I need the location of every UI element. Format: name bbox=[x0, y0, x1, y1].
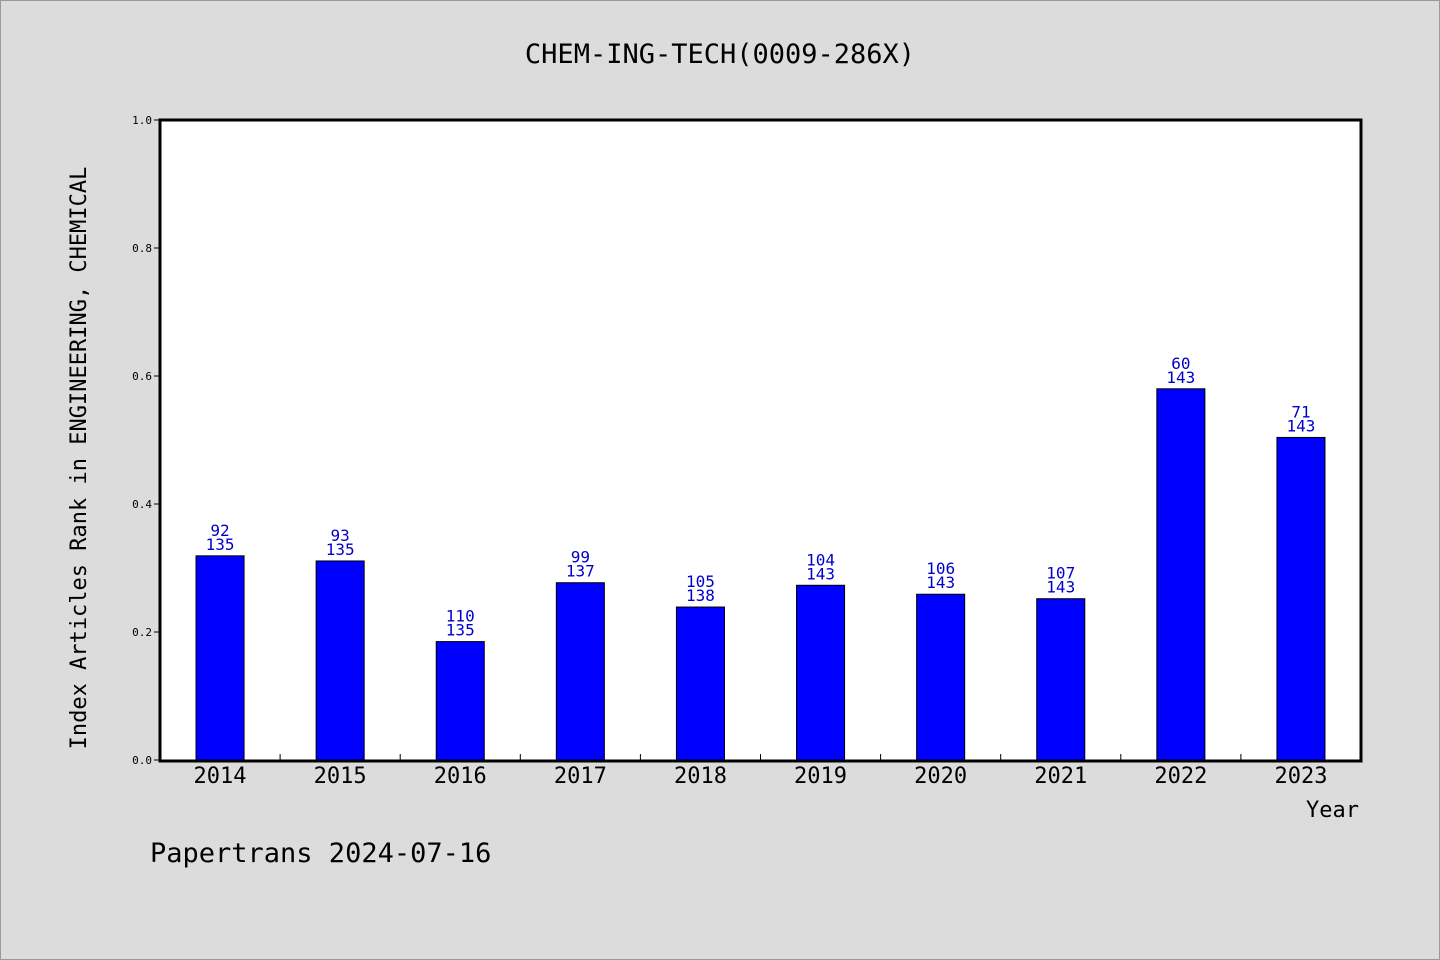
total-label: 143 bbox=[926, 573, 955, 592]
y-axis-label: Index Articles Rank in ENGINEERING, CHEM… bbox=[67, 167, 92, 750]
bar bbox=[1036, 598, 1086, 761]
x-tick-label: 2019 bbox=[794, 764, 847, 789]
total-label: 143 bbox=[1166, 368, 1195, 387]
total-label: 137 bbox=[566, 562, 595, 581]
bar bbox=[916, 593, 966, 761]
rank-label: 110 bbox=[446, 607, 475, 626]
bars bbox=[195, 388, 1326, 761]
x-tick-label: 2022 bbox=[1154, 764, 1207, 789]
rank-label: 104 bbox=[806, 550, 835, 569]
total-label: 138 bbox=[686, 586, 715, 605]
y-tick-label: 0.8 bbox=[132, 242, 152, 255]
rank-label: 107 bbox=[1046, 564, 1075, 583]
x-axis-label: Year bbox=[1306, 798, 1359, 823]
x-tick-label: 2018 bbox=[674, 764, 727, 789]
rank-label: 71 bbox=[1291, 402, 1310, 421]
bar bbox=[675, 606, 725, 761]
y-tick-label: 0.6 bbox=[132, 370, 152, 383]
bar bbox=[195, 555, 245, 761]
x-tick-label: 2014 bbox=[194, 764, 247, 789]
x-tick-label: 2017 bbox=[554, 764, 607, 789]
rank-label: 93 bbox=[331, 526, 350, 545]
bar bbox=[555, 582, 605, 761]
bar bbox=[1276, 436, 1326, 761]
y-tick-label: 0.2 bbox=[132, 626, 152, 639]
total-label: 135 bbox=[206, 535, 235, 554]
x-axis-ticks: 2014 2015 2016 2017 2018 2019 2020 2021 2022 2023 bbox=[194, 754, 1327, 789]
bar bbox=[796, 584, 846, 761]
x-tick-label: 2023 bbox=[1274, 764, 1327, 789]
bar bbox=[315, 560, 365, 761]
x-tick-label: 2020 bbox=[914, 764, 967, 789]
x-tick-label: 2015 bbox=[314, 764, 367, 789]
rank-label: 106 bbox=[926, 559, 955, 578]
rank-label: 105 bbox=[686, 572, 715, 591]
footer-text: Papertrans 2024-07-16 bbox=[150, 838, 491, 869]
x-tick-label: 2021 bbox=[1034, 764, 1087, 789]
x-tick-label: 2016 bbox=[434, 764, 487, 789]
bar bbox=[1156, 388, 1206, 761]
rank-label: 60 bbox=[1171, 354, 1190, 373]
rank-label: 92 bbox=[210, 521, 229, 540]
y-tick-label: 0.0 bbox=[132, 754, 152, 767]
total-label: 143 bbox=[1286, 416, 1315, 435]
total-label: 143 bbox=[1046, 578, 1075, 597]
y-tick-label: 1.0 bbox=[132, 114, 152, 127]
chart-title: CHEM-ING-TECH(0009-286X) bbox=[525, 39, 915, 70]
y-tick-label: 0.4 bbox=[132, 498, 152, 511]
total-label: 135 bbox=[446, 621, 475, 640]
y-axis-ticks: 0.0 0.2 0.4 0.6 0.8 1.0 bbox=[132, 114, 160, 767]
bar bbox=[435, 641, 485, 761]
rank-label: 99 bbox=[571, 548, 590, 567]
total-label: 135 bbox=[326, 540, 355, 559]
total-label: 143 bbox=[806, 564, 835, 583]
